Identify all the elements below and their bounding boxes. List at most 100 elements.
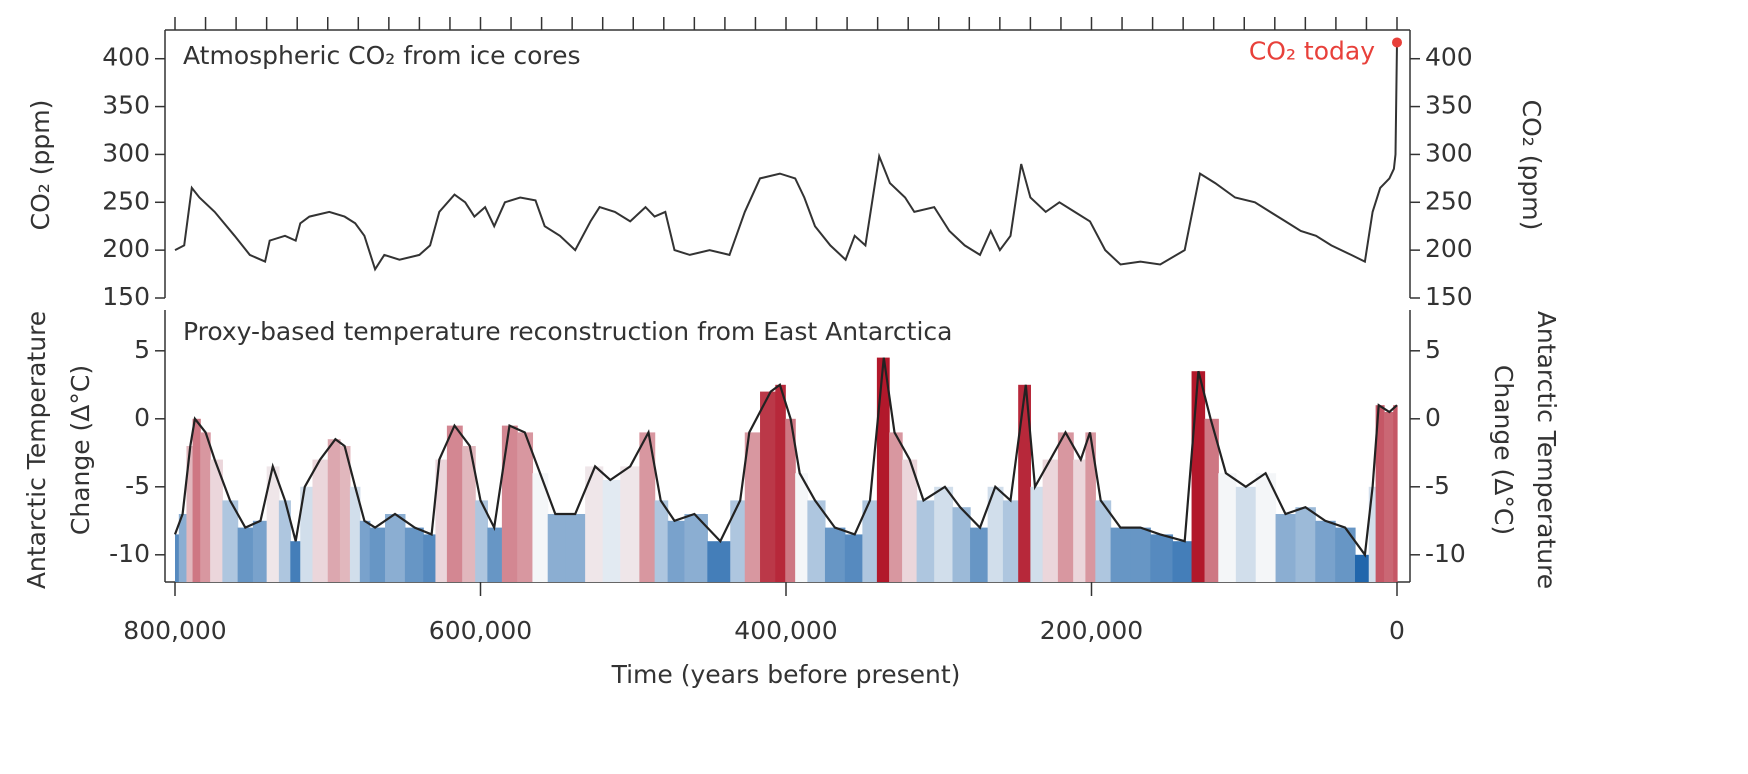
x-tick-label: 600,000	[429, 616, 532, 645]
temperature-stripe	[312, 459, 329, 582]
y-tick-label: 150	[102, 282, 150, 311]
temperature-stripe	[278, 500, 291, 582]
y-tick-label: 300	[102, 138, 150, 167]
temperature-stripe	[620, 466, 640, 582]
temperature-stripe	[775, 384, 786, 582]
temperature-stripe	[1042, 459, 1059, 582]
temperature-stripe	[795, 473, 808, 582]
temperature-stripe	[565, 514, 586, 582]
temperature-stripe	[667, 520, 686, 582]
temperature-stripe	[1218, 473, 1237, 582]
temperature-stripe	[435, 459, 448, 582]
temperature-stripe	[602, 480, 621, 582]
temperature-stripe	[1110, 527, 1132, 582]
panel-title: Proxy-based temperature reconstruction f…	[183, 317, 952, 346]
temperature-stripe	[1275, 514, 1297, 582]
temperature-stripe	[175, 534, 180, 582]
temperature-stripe	[1255, 473, 1277, 582]
x-tick-label: 800,000	[123, 616, 226, 645]
temperature-stripe	[844, 534, 863, 582]
temperature-stripe	[547, 514, 566, 582]
temperature-stripe	[902, 459, 918, 582]
y-tick-label: -10	[1425, 539, 1466, 568]
temperature-stripe	[862, 500, 878, 582]
temperature-stripe	[200, 432, 211, 582]
temperature-stripe	[517, 432, 534, 582]
y-axis-title: Change (Δ°C)	[66, 365, 95, 535]
temperature-stripe	[934, 486, 954, 582]
x-tick-label: 200,000	[1040, 616, 1143, 645]
temperature-stripe	[1393, 405, 1398, 582]
temperature-stripe	[987, 486, 1004, 582]
y-axis-title: CO₂ (ppm)	[1517, 100, 1546, 231]
y-tick-label: 200	[102, 234, 150, 263]
y-axis-title: Antarctic Temperature	[1532, 311, 1561, 589]
temperature-stripe	[585, 466, 604, 582]
y-tick-label: 350	[1425, 91, 1473, 120]
y-tick-label: 300	[1425, 138, 1473, 167]
temperature-stripe	[1295, 507, 1316, 582]
temperature-stripe	[970, 527, 989, 582]
y-tick-label: -5	[1425, 471, 1450, 500]
y-tick-label: 350	[102, 91, 150, 120]
temperature-stripe	[1018, 384, 1031, 582]
temperature-stripe	[824, 527, 846, 582]
y-tick-label: 5	[1425, 335, 1441, 364]
temperature-stripe	[760, 391, 776, 582]
temperature-stripe	[385, 514, 406, 582]
temperature-stripe	[1002, 500, 1019, 582]
temperature-stripe	[446, 425, 463, 582]
y-tick-label: 250	[1425, 186, 1473, 215]
temperature-stripe	[300, 486, 314, 582]
temperature-stripe	[186, 446, 194, 582]
temperature-stripe	[1073, 459, 1086, 582]
temperature-stripe	[1235, 486, 1257, 582]
temperature-stripe	[404, 527, 424, 582]
y-tick-label: 0	[134, 403, 150, 432]
temperature-stripe	[707, 541, 731, 582]
y-tick-label: 200	[1425, 234, 1473, 263]
x-tick-label: 0	[1389, 616, 1405, 645]
temperature-stripe	[487, 527, 503, 582]
temperature-stripe	[532, 473, 549, 582]
y-tick-label: 400	[102, 43, 150, 72]
temperature-stripe	[639, 432, 656, 582]
temperature-stripe	[1191, 371, 1206, 582]
x-tick-label: 400,000	[734, 616, 837, 645]
temperature-stripe	[744, 432, 761, 582]
temperature-stripe	[1204, 418, 1219, 582]
temperature-stripe	[192, 418, 201, 582]
temperature-stripe	[369, 527, 386, 582]
temperature-stripe	[730, 500, 746, 582]
temperature-stripe	[684, 514, 708, 582]
temperature-stripe	[1172, 541, 1193, 582]
y-axis-title: Antarctic Temperature	[22, 311, 51, 589]
temperature-stripe	[1368, 486, 1377, 582]
y-axis-title: Change (Δ°C)	[1489, 365, 1518, 535]
temperature-stripe	[1057, 432, 1074, 582]
temperature-stripe	[462, 446, 476, 582]
y-tick-label: 5	[134, 335, 150, 364]
temperature-stripe	[1130, 527, 1151, 582]
temperature-stripe	[1354, 554, 1370, 582]
temperature-stripe	[1150, 534, 1174, 582]
temperature-stripe	[807, 500, 826, 582]
co2-line	[174, 42, 1398, 272]
temperature-stripe	[339, 446, 351, 582]
temperature-stripe	[222, 500, 239, 582]
temperature-stripe	[654, 500, 669, 582]
temperature-stripe	[1085, 432, 1096, 582]
temperature-stripe	[889, 432, 903, 582]
temperature-stripe	[178, 514, 188, 582]
y-axis-title: CO₂ (ppm)	[26, 100, 55, 231]
temperature-stripe	[266, 466, 280, 582]
temperature-stripe	[1030, 486, 1044, 582]
x-axis-title: Time (years before present)	[611, 660, 961, 689]
temperature-stripe	[290, 541, 301, 582]
y-tick-label: 400	[1425, 43, 1473, 72]
temperature-stripe	[349, 486, 361, 582]
annotation: CO₂ today	[1249, 36, 1375, 65]
temperature-stripe	[1335, 527, 1356, 582]
temperature-stripe	[1095, 500, 1112, 582]
